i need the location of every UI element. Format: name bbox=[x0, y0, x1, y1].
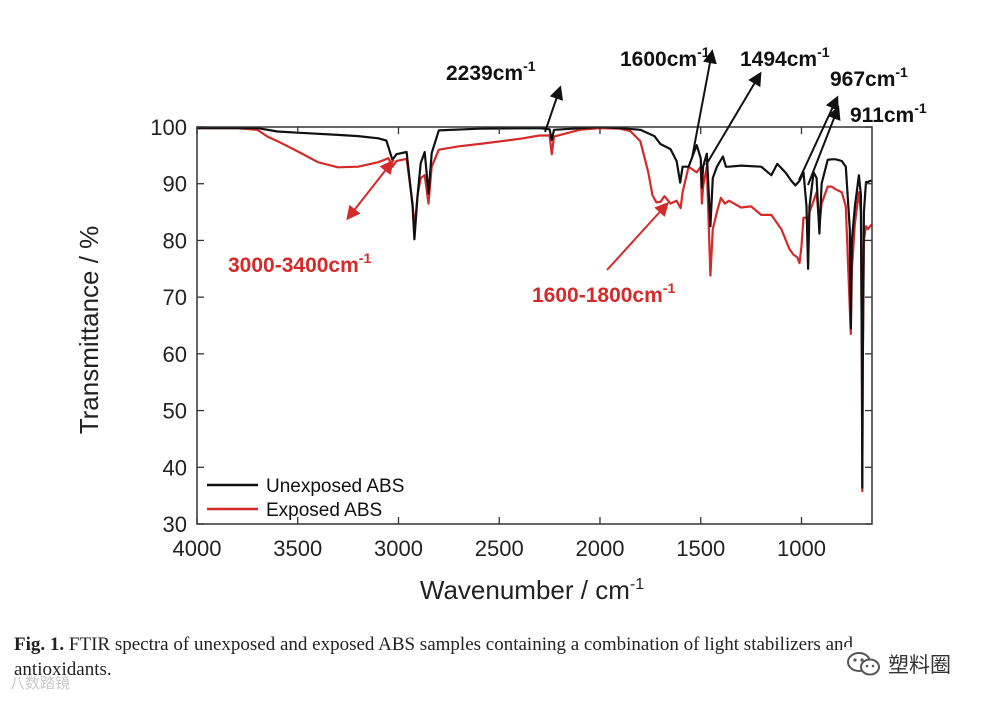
x-tick-label: 1500 bbox=[676, 536, 725, 561]
x-tick-label: 3000 bbox=[374, 536, 423, 561]
y-tick-label: 70 bbox=[163, 285, 187, 310]
x-axis-label-text: Wavenumber / cm bbox=[420, 575, 630, 605]
axes: 30 40 50 60 70 80 90 100 4000 3500 3000 2500 2000 150… bbox=[150, 115, 826, 561]
x-tick-label: 4000 bbox=[173, 536, 222, 561]
y-tick-label: 30 bbox=[163, 512, 187, 537]
annotation-label: 911cm-1 bbox=[850, 100, 927, 127]
x-tick-label: 1000 bbox=[777, 536, 826, 561]
annotation-label: 1494cm-1 bbox=[740, 44, 830, 71]
annotation-arrow bbox=[691, 49, 717, 159]
wechat-icon bbox=[847, 652, 880, 676]
watermark-right-text: 塑料圈 bbox=[888, 653, 951, 677]
x-tick-label: 2000 bbox=[576, 536, 625, 561]
x-tick-label: 2500 bbox=[475, 536, 524, 561]
annotation-arrow bbox=[346, 159, 394, 221]
annotation-arrow bbox=[807, 105, 841, 186]
y-axis-label: Transmittance / % bbox=[74, 226, 104, 435]
y-tick-label: 90 bbox=[163, 172, 187, 197]
annotation-arrow bbox=[606, 201, 669, 271]
annotation-arrow bbox=[544, 85, 564, 133]
figure-caption: Fig. 1. FTIR spectra of unexposed and ex… bbox=[14, 632, 944, 682]
caption-label: Fig. 1. bbox=[14, 634, 65, 655]
annotation-label: 3000-3400cm-1 bbox=[228, 250, 371, 277]
legend-label: Unexposed ABS bbox=[266, 476, 404, 497]
annotation-label: 2239cm-1 bbox=[446, 58, 536, 85]
watermark-left-text: 八数踏镜 bbox=[10, 674, 71, 692]
plot-frame bbox=[196, 126, 873, 525]
y-tick-label: 100 bbox=[150, 115, 187, 140]
plot-border bbox=[196, 126, 873, 525]
x-tick-label: 3500 bbox=[273, 536, 322, 561]
caption-text: FTIR spectra of unexposed and exposed AB… bbox=[14, 634, 854, 680]
y-tick-label: 40 bbox=[163, 455, 187, 480]
y-tick-label: 80 bbox=[163, 228, 187, 253]
y-tick-label: 50 bbox=[163, 399, 187, 424]
watermark-left: 八数踏镜 bbox=[10, 672, 70, 693]
x-axis-label-sup: -1 bbox=[630, 576, 644, 593]
annotation-arrow bbox=[798, 95, 839, 181]
series-group bbox=[197, 127, 872, 493]
watermark-right: 塑料圈 bbox=[842, 647, 955, 681]
y-tick-label: 60 bbox=[163, 342, 187, 367]
legend-label: Exposed ABS bbox=[266, 500, 382, 521]
annotation-label: 967cm-1 bbox=[830, 64, 908, 91]
annotation-label: 1600-1800cm-1 bbox=[532, 280, 675, 307]
annotation-label: 1600cm-1 bbox=[620, 44, 710, 71]
annotation-arrow bbox=[705, 71, 762, 166]
x-axis-label: Wavenumber / cm-1 bbox=[420, 575, 644, 605]
series-line-unexposed-abs bbox=[197, 127, 872, 489]
legend: Unexposed ABS Exposed ABS bbox=[207, 476, 404, 521]
series-line-exposed-abs bbox=[197, 127, 872, 493]
